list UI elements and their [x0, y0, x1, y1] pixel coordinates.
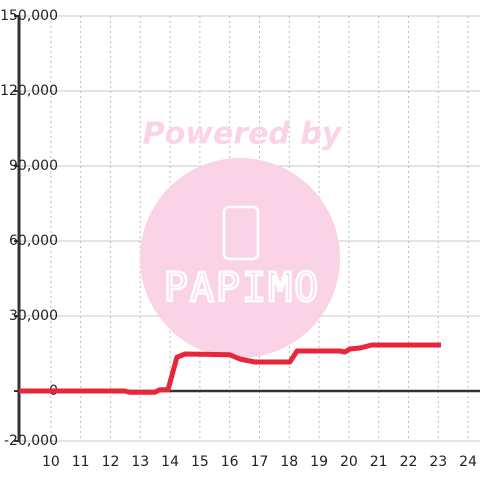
x-tick-label: 14: [161, 454, 179, 470]
x-tick-label: 24: [459, 454, 477, 470]
x-tick-label: 18: [280, 454, 298, 470]
x-tick-label: 15: [191, 454, 209, 470]
x-tick-label: 11: [72, 454, 90, 470]
x-tick-label: 20: [340, 454, 358, 470]
y-tick-label: 90,000: [9, 158, 58, 174]
x-tick-label: 13: [131, 454, 149, 470]
x-tick-label: 16: [221, 454, 239, 470]
y-tick-label: -20,000: [4, 433, 58, 449]
watermark-logo: PAPIMO: [164, 265, 321, 311]
x-tick-label: 12: [102, 454, 120, 470]
x-tick-label: 22: [400, 454, 418, 470]
x-tick-label: 23: [429, 454, 447, 470]
y-tick-label: 120,000: [0, 83, 58, 99]
watermark-icon: [222, 205, 260, 261]
x-tick-label: 19: [310, 454, 328, 470]
watermark-text: Powered by: [143, 117, 343, 152]
y-tick-label: 150,000: [0, 8, 58, 24]
x-tick-label: 21: [370, 454, 388, 470]
y-tick-label: 60,000: [9, 233, 58, 249]
x-tick-label: 10: [42, 454, 60, 470]
data-line: [19, 342, 441, 395]
y-tick-label: 30,000: [9, 308, 58, 324]
x-tick-label: 17: [251, 454, 269, 470]
